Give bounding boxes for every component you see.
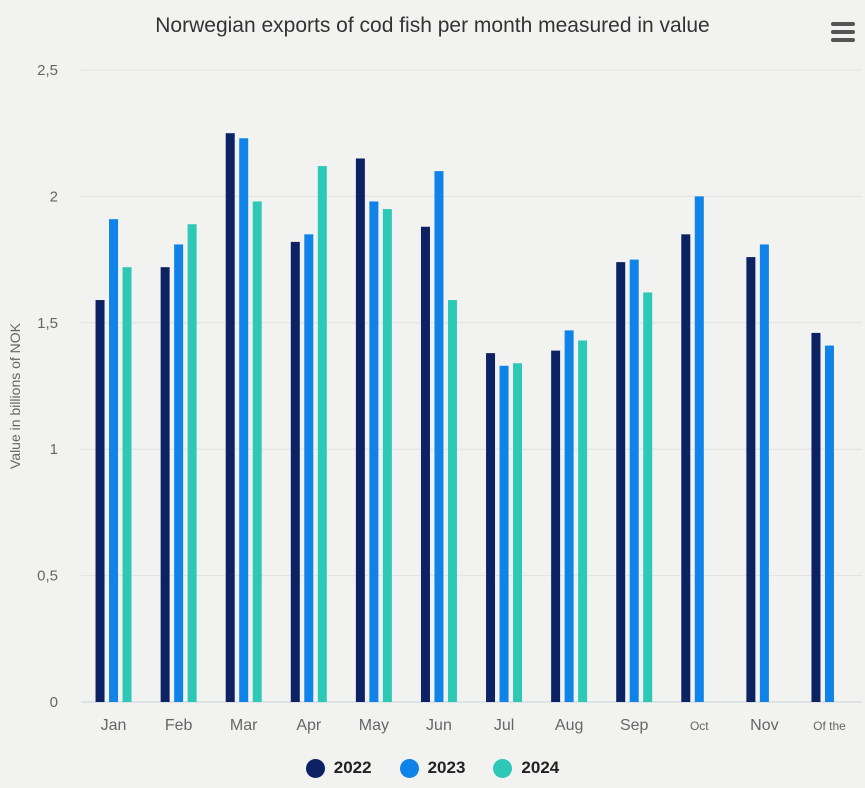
- x-tick-label: Apr: [296, 717, 322, 734]
- bar-2024-jun: [447, 300, 457, 702]
- y-tick-label: 0,5: [37, 568, 58, 585]
- chart-title: Norwegian exports of cod fish per month …: [155, 14, 710, 37]
- legend-item-2023[interactable]: 2023: [399, 758, 466, 778]
- bar-2022-mar: [225, 133, 235, 702]
- legend-label-2024: 2024: [521, 758, 560, 777]
- bar-2023-mar: [239, 138, 249, 703]
- bar-2022-of-the: [811, 332, 821, 702]
- bar-2022-apr: [290, 241, 300, 703]
- legend-label-2023: 2023: [427, 758, 466, 777]
- x-tick-label: Feb: [165, 717, 193, 734]
- bar-2022-feb: [160, 267, 170, 702]
- bar-2023-oct: [694, 196, 704, 702]
- bar-2024-mar: [252, 201, 262, 702]
- legend-swatch-2022: [305, 758, 325, 778]
- bar-2022-oct: [681, 234, 691, 702]
- x-tick-label: Mar: [230, 717, 258, 734]
- y-tick-label: 0: [50, 694, 58, 711]
- bar-2023-of-the: [824, 345, 834, 702]
- x-tick-label: Of the: [813, 719, 846, 733]
- y-tick-label: 1: [50, 441, 58, 458]
- legend-swatch-2023: [399, 758, 419, 778]
- bar-2023-jul: [499, 365, 509, 702]
- bar-2024-jul: [513, 363, 523, 702]
- bar-2023-may: [369, 201, 379, 702]
- chart-legend: 2022 2023 2024: [0, 758, 865, 778]
- bar-2023-aug: [564, 330, 574, 702]
- x-tick-label: Jan: [101, 717, 127, 734]
- bar-2023-feb: [174, 244, 184, 702]
- y-tick-label: 2,5: [37, 62, 58, 79]
- bar-2024-feb: [187, 224, 197, 702]
- legend-item-2022[interactable]: 2022: [305, 758, 372, 778]
- y-tick-label: 1,5: [37, 315, 58, 332]
- bar-2022-sep: [616, 262, 626, 702]
- legend-swatch-2024: [493, 758, 513, 778]
- bar-2024-apr: [317, 166, 327, 703]
- bar-2024-jan: [122, 267, 132, 702]
- hamburger-menu-icon[interactable]: [829, 20, 857, 44]
- chart-plot: 0 0,5 1 1,5 2 2,5 Value in billions of NOK Jan F…: [7, 62, 862, 734]
- x-tick-label: Oct: [690, 719, 709, 733]
- legend-label-2022: 2022: [333, 758, 372, 777]
- bar-2022-jul: [486, 353, 496, 702]
- bar-2023-sep: [629, 259, 639, 702]
- bar-2023-apr: [304, 234, 314, 702]
- legend-item-2024[interactable]: 2024: [493, 758, 559, 778]
- bar-2022-aug: [551, 350, 561, 702]
- x-tick-label: Sep: [620, 717, 649, 734]
- y-axis-title: Value in billions of NOK: [7, 322, 23, 469]
- x-tick-label: Nov: [750, 717, 778, 734]
- x-tick-label: Aug: [555, 717, 583, 734]
- x-tick-label: Jun: [426, 717, 452, 734]
- bar-2022-nov: [746, 257, 756, 702]
- bar-2024-may: [382, 209, 392, 703]
- bar-2023-nov: [759, 244, 769, 702]
- bar-2022-may: [355, 158, 365, 703]
- x-tick-label: Jul: [494, 717, 514, 734]
- bar-2022-jun: [420, 226, 430, 702]
- bar-2022-jan: [95, 300, 105, 702]
- bar-2024-sep: [643, 292, 653, 702]
- bar-2023-jun: [434, 171, 444, 702]
- bar-2023-jan: [109, 219, 119, 703]
- x-tick-label: May: [359, 717, 389, 734]
- bar-2024-aug: [578, 340, 588, 702]
- y-tick-label: 2: [50, 188, 58, 205]
